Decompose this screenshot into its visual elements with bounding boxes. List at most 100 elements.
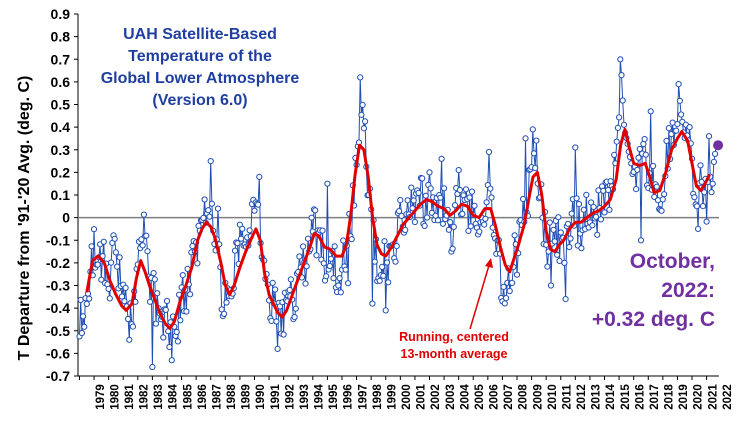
monthly-point — [467, 223, 474, 230]
monthly-point — [313, 252, 320, 259]
latest-data-point — [713, 140, 724, 151]
running-mean-line — [85, 127, 711, 330]
monthly-point — [409, 205, 416, 212]
monthly-point — [465, 227, 472, 234]
monthly-point — [359, 101, 366, 109]
monthly-point — [83, 300, 90, 307]
monthly-point — [287, 276, 294, 283]
monthly-point — [424, 214, 431, 221]
x-tick-label: 1995 — [328, 384, 340, 410]
monthly-point — [379, 263, 386, 270]
monthly-point — [712, 150, 719, 157]
x-tick-label: 2006 — [489, 384, 501, 410]
monthly-point — [221, 310, 228, 317]
monthly-point — [589, 222, 596, 229]
x-tick-label: 2003 — [445, 384, 457, 410]
monthly-point — [410, 197, 417, 204]
monthly-point — [651, 193, 658, 200]
monthly-point — [187, 291, 194, 298]
monthly-point — [324, 180, 331, 187]
monthly-point — [357, 74, 364, 81]
monthly-point — [703, 218, 710, 225]
y-tick-label: -0.1 — [46, 232, 70, 248]
monthly-point — [551, 238, 558, 245]
monthly-point — [520, 195, 527, 203]
x-tick-label: 2009 — [532, 384, 544, 410]
x-tick-label: 1996 — [343, 384, 355, 410]
y-tick-label: 0.3 — [51, 142, 71, 158]
y-tick-label: -0.5 — [46, 323, 70, 339]
monthly-point — [206, 213, 213, 220]
running-annotation-arrowhead — [485, 258, 493, 268]
monthly-point — [163, 297, 171, 305]
x-tick-label: 2022 — [722, 384, 734, 410]
monthly-point — [421, 222, 428, 229]
x-tick-label: 2016 — [634, 384, 646, 410]
monthly-point — [665, 125, 673, 132]
title-line-3: Global Lower Atmosphere — [101, 70, 300, 87]
x-tick-label: 1982 — [139, 384, 151, 410]
monthly-point — [641, 136, 648, 143]
running-label-line-1: Running, centered — [399, 330, 509, 344]
x-tick-label: 2001 — [416, 384, 428, 410]
monthly-point — [272, 286, 279, 293]
monthly-point — [708, 189, 715, 196]
monthly-point — [476, 228, 483, 235]
monthly-point — [653, 183, 660, 190]
monthly-point — [121, 298, 128, 305]
monthly-point — [449, 245, 456, 252]
monthly-point — [116, 254, 123, 261]
monthly-point — [90, 226, 98, 233]
monthly-point — [451, 202, 459, 209]
running-average-annotation: Running, centered 13-month average — [399, 258, 509, 361]
monthly-point — [578, 245, 585, 252]
monthly-point — [291, 314, 298, 321]
monthly-point — [675, 81, 682, 88]
monthly-point — [583, 191, 590, 198]
monthly-point — [678, 111, 685, 118]
monthly-point — [508, 279, 516, 286]
x-tick-label: 2007 — [503, 384, 515, 410]
monthly-point — [634, 166, 641, 173]
monthly-point — [173, 328, 180, 336]
monthly-point — [269, 279, 276, 286]
monthly-point — [456, 186, 463, 194]
monthly-point — [312, 207, 319, 214]
monthly-point — [320, 260, 327, 267]
monthly-point — [466, 194, 473, 201]
monthly-point — [179, 272, 186, 279]
x-tick-label: 2014 — [605, 384, 617, 410]
monthly-point — [98, 276, 105, 283]
y-tick-labels: -0.7 -0.6 -0.5 -0.4 -0.3 -0.2 -0.1 0 0.1 0.2 0.3 0.… — [46, 6, 70, 384]
monthly-point — [601, 209, 608, 216]
monthly-point — [201, 196, 208, 203]
monthly-point — [292, 305, 299, 312]
monthly-point — [140, 211, 147, 218]
running-label-line-2: 13-month average — [401, 347, 508, 361]
monthly-point — [485, 148, 493, 156]
monthly-point — [606, 206, 613, 213]
monthly-point — [239, 225, 246, 232]
monthly-point — [437, 194, 444, 201]
monthly-point — [419, 175, 426, 182]
monthly-point — [129, 323, 136, 330]
monthly-point — [308, 214, 315, 221]
monthly-point — [699, 203, 707, 210]
monthly-point — [633, 186, 640, 193]
monthly-point — [513, 271, 521, 278]
monthly-point — [450, 223, 457, 230]
monthly-point — [183, 308, 190, 315]
monthly-point — [255, 201, 262, 208]
monthly-point — [636, 145, 643, 153]
x-tick-label: 1989 — [241, 384, 253, 410]
monthly-point — [637, 237, 645, 244]
x-tick-label: 1980 — [109, 384, 121, 410]
y-tick-label: 0.2 — [51, 164, 71, 180]
y-tick-label: 0.9 — [51, 6, 71, 22]
x-tick-label: 2010 — [547, 384, 559, 410]
x-tick-label: 2004 — [459, 384, 471, 410]
monthly-point — [251, 207, 258, 214]
monthly-point — [483, 199, 490, 206]
y-tick-label: 0.1 — [51, 187, 71, 203]
